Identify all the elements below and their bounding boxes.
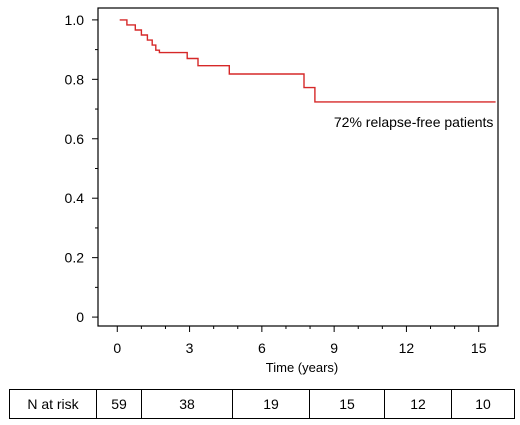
x-tick-label: 3 bbox=[186, 340, 194, 356]
risk-cell: 15 bbox=[309, 389, 385, 419]
x-tick-label: 12 bbox=[399, 340, 415, 356]
y-tick-label: 1.0 bbox=[65, 12, 85, 28]
y-tick-label: 0 bbox=[76, 309, 84, 325]
annotation-relapse-free: 72% relapse-free patients bbox=[334, 114, 494, 130]
x-tick-label: 15 bbox=[471, 340, 487, 356]
y-tick-label: 0.8 bbox=[65, 71, 85, 87]
y-tick-label: 0.4 bbox=[65, 190, 85, 206]
risk-cell: 59 bbox=[96, 389, 142, 419]
x-tick-label: 6 bbox=[258, 340, 266, 356]
y-tick-label: 0.2 bbox=[65, 250, 85, 266]
risk-table: N at risk 59 38 19 15 12 10 bbox=[9, 389, 515, 419]
plot-frame bbox=[97, 7, 499, 327]
risk-table-row: N at risk 59 38 19 15 12 10 bbox=[9, 389, 515, 419]
risk-cell: 38 bbox=[141, 389, 233, 419]
x-tick-label: 0 bbox=[113, 340, 121, 356]
risk-table-label: N at risk bbox=[9, 389, 97, 419]
x-tick-label: 9 bbox=[330, 340, 338, 356]
chart: 0 0.2 0.4 0.6 0.8 1.0 0 3 6 9 12 15 Time (years) 7… bbox=[65, 7, 499, 375]
x-axis-title: Time (years) bbox=[266, 360, 338, 375]
risk-cell: 10 bbox=[451, 389, 515, 419]
risk-cell: 12 bbox=[384, 389, 452, 419]
y-tick-label: 0.6 bbox=[65, 131, 85, 147]
risk-cell: 19 bbox=[232, 389, 310, 419]
survival-curve bbox=[119, 19, 496, 103]
